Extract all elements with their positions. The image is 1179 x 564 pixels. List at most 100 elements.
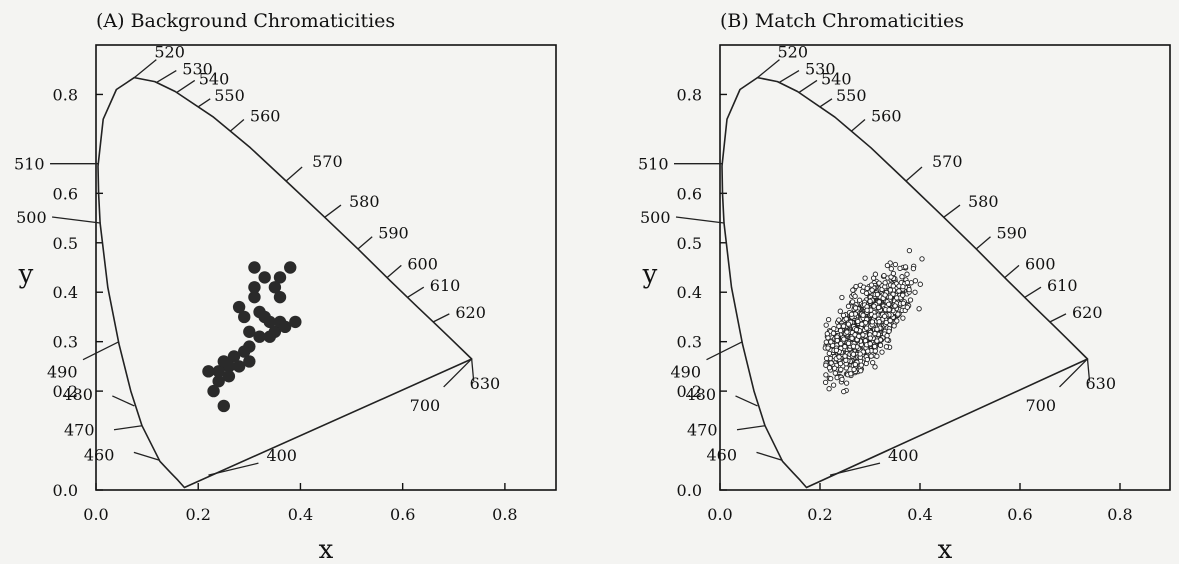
wavelength-tick [285, 166, 303, 182]
data-point [253, 330, 266, 343]
cloud-point [833, 347, 840, 353]
cloud-point [858, 368, 864, 374]
data-point [268, 281, 282, 294]
wavelength-tick [736, 425, 766, 431]
data-point [222, 370, 236, 383]
x-tick-label: 0.4 [288, 505, 313, 524]
panel-a: (A) Background Chromaticities 0.0 0.2 0.3 0.… [14, 10, 557, 564]
cloud-point [867, 335, 873, 341]
wavelength-label: 560 [871, 107, 902, 126]
cloud-point [906, 247, 913, 254]
cloud-point [886, 307, 892, 313]
cloud-point [832, 370, 838, 376]
wavelength-label: 570 [932, 152, 963, 171]
chart-title: (B) Match Chromaticities [720, 10, 964, 32]
cloud-point [890, 270, 897, 277]
wavelength-label: 590 [378, 224, 409, 243]
plot-frame [719, 44, 1171, 491]
wavelength-tick [433, 313, 450, 323]
cloud-point [890, 283, 896, 289]
cloud-point [831, 325, 837, 332]
cloud-point [836, 323, 842, 329]
y-axis-label: y [18, 259, 34, 289]
wavelength-tick [829, 462, 881, 476]
data-point [258, 310, 271, 324]
cloud-point [904, 271, 910, 277]
cloud-point [856, 297, 863, 303]
y-tick-label: 0.3 [53, 333, 78, 352]
cloud-point [875, 304, 882, 311]
wavelength-tick [407, 286, 425, 298]
wavelength-tick [229, 119, 245, 133]
wavelength-label: 630 [1086, 374, 1117, 393]
wavelength-label: 530 [182, 60, 213, 79]
cloud-point [852, 293, 858, 299]
y-axis-label: y [642, 259, 658, 289]
y-tick-label: 0.4 [677, 283, 702, 302]
cloud-point [860, 312, 866, 318]
cloud-point [828, 360, 834, 366]
cloud-point [863, 325, 870, 331]
wavelength-label: 540 [821, 69, 852, 88]
wavelength-tick [197, 98, 211, 108]
wavelength-label: 400 [266, 446, 297, 465]
data-point [273, 271, 287, 284]
wavelength-tick [778, 70, 800, 84]
wavelength-tick [208, 462, 259, 476]
cloud-point [838, 366, 844, 373]
wavelength-label: 630 [470, 374, 501, 393]
data-point [212, 365, 225, 378]
wavelength-label: 490 [671, 363, 702, 382]
wavelength-label: 400 [888, 446, 919, 465]
x-tick-label: 0.0 [707, 505, 732, 524]
cloud-point [822, 379, 829, 386]
cloud-point [845, 340, 852, 346]
cloud-point [869, 319, 876, 325]
x-tick-label: 0.6 [390, 505, 415, 524]
cloud-point [871, 303, 877, 309]
cloud-point [872, 330, 878, 337]
wavelength-tick [735, 395, 758, 407]
wavelength-label: 460 [707, 445, 738, 464]
wavelength-label: 470 [64, 421, 95, 440]
cloud-point [882, 292, 888, 298]
wavelength-tick [905, 166, 923, 182]
point-cloud [822, 247, 925, 395]
cloud-point [865, 348, 871, 354]
cloud-point [892, 303, 898, 309]
cloud-point [868, 282, 875, 288]
cloud-point [857, 351, 863, 357]
cloud-point [853, 283, 859, 290]
cloud-point [900, 292, 906, 298]
cloud-point [830, 330, 837, 336]
data-point [238, 310, 251, 324]
cloud-point [874, 338, 880, 344]
wavelength-label: 610 [1047, 276, 1078, 295]
wavelength-tick [357, 236, 373, 250]
cloud-point [852, 361, 858, 368]
panel-b: (B) Match Chromaticities 0.0 0.2 0.3 0.4 0.5 0… [638, 10, 1171, 564]
cloud-point [836, 354, 842, 360]
cloud-point [907, 297, 914, 303]
y-tick-label: 0.6 [53, 184, 78, 203]
cloud-point [834, 337, 840, 344]
wavelength-tick [976, 236, 991, 250]
cloud-point [874, 291, 881, 298]
cloud-point [839, 376, 845, 383]
wavelength-label: 510 [638, 155, 669, 174]
data-point [217, 399, 230, 413]
plot-frame [95, 44, 557, 491]
cloud-point [850, 351, 857, 357]
cloud-point [845, 303, 852, 309]
cloud-point [897, 265, 903, 272]
cloud-point [859, 321, 865, 327]
cloud-point [887, 294, 894, 300]
cloud-point [910, 265, 917, 272]
cloud-point [895, 311, 901, 317]
wavelength-label: 580 [968, 192, 999, 211]
wavelength-label: 620 [1072, 303, 1103, 322]
wavelength-label: 510 [14, 155, 45, 174]
cloud-point [867, 298, 873, 304]
x-axis-label: x [319, 535, 334, 564]
cloud-point [904, 304, 910, 310]
